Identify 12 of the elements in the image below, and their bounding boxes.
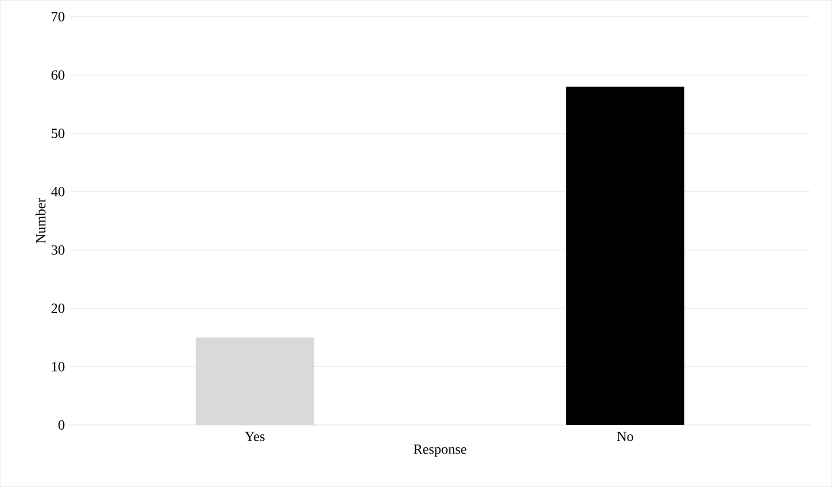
y-tick-label: 60 bbox=[52, 70, 64, 80]
y-tick-label: 70 bbox=[52, 12, 64, 22]
x-axis-title: Response bbox=[414, 444, 466, 457]
x-tick-label: No bbox=[617, 432, 634, 442]
x-tick-label: Yes bbox=[244, 432, 265, 442]
y-tick-label: 30 bbox=[52, 245, 64, 255]
y-tick-label: 20 bbox=[52, 304, 64, 314]
y-tick-label: 10 bbox=[52, 362, 64, 372]
y-tick-label: 40 bbox=[51, 187, 64, 197]
y-tick-label: 50 bbox=[52, 128, 64, 138]
y-tick-label: 0 bbox=[58, 420, 64, 430]
y-axis-title: Number bbox=[36, 198, 46, 244]
